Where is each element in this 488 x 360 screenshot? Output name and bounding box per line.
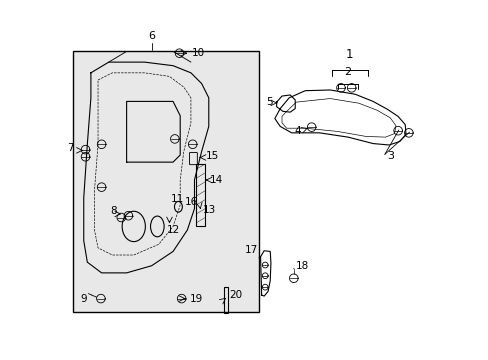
- Text: 19: 19: [189, 294, 203, 303]
- Text: 1: 1: [346, 48, 353, 61]
- Text: 20: 20: [229, 290, 242, 300]
- Text: 16: 16: [184, 197, 197, 207]
- Text: 8: 8: [110, 206, 117, 216]
- Text: 15: 15: [205, 151, 219, 161]
- Text: 14: 14: [209, 175, 223, 185]
- Bar: [196, 164, 205, 226]
- Text: 5: 5: [265, 97, 272, 107]
- Text: 9: 9: [80, 294, 86, 303]
- Text: 4: 4: [294, 126, 300, 136]
- Text: 11: 11: [171, 194, 184, 204]
- Text: 17: 17: [244, 245, 258, 255]
- Text: 2: 2: [344, 67, 351, 77]
- Text: 6: 6: [148, 31, 155, 41]
- Text: 13: 13: [202, 205, 215, 215]
- Text: 18: 18: [296, 261, 309, 271]
- Bar: [73, 51, 258, 312]
- Text: 12: 12: [166, 225, 180, 235]
- Text: 7: 7: [67, 143, 74, 153]
- Text: 3: 3: [386, 151, 394, 161]
- Text: 10: 10: [191, 48, 204, 58]
- Bar: [224, 287, 227, 313]
